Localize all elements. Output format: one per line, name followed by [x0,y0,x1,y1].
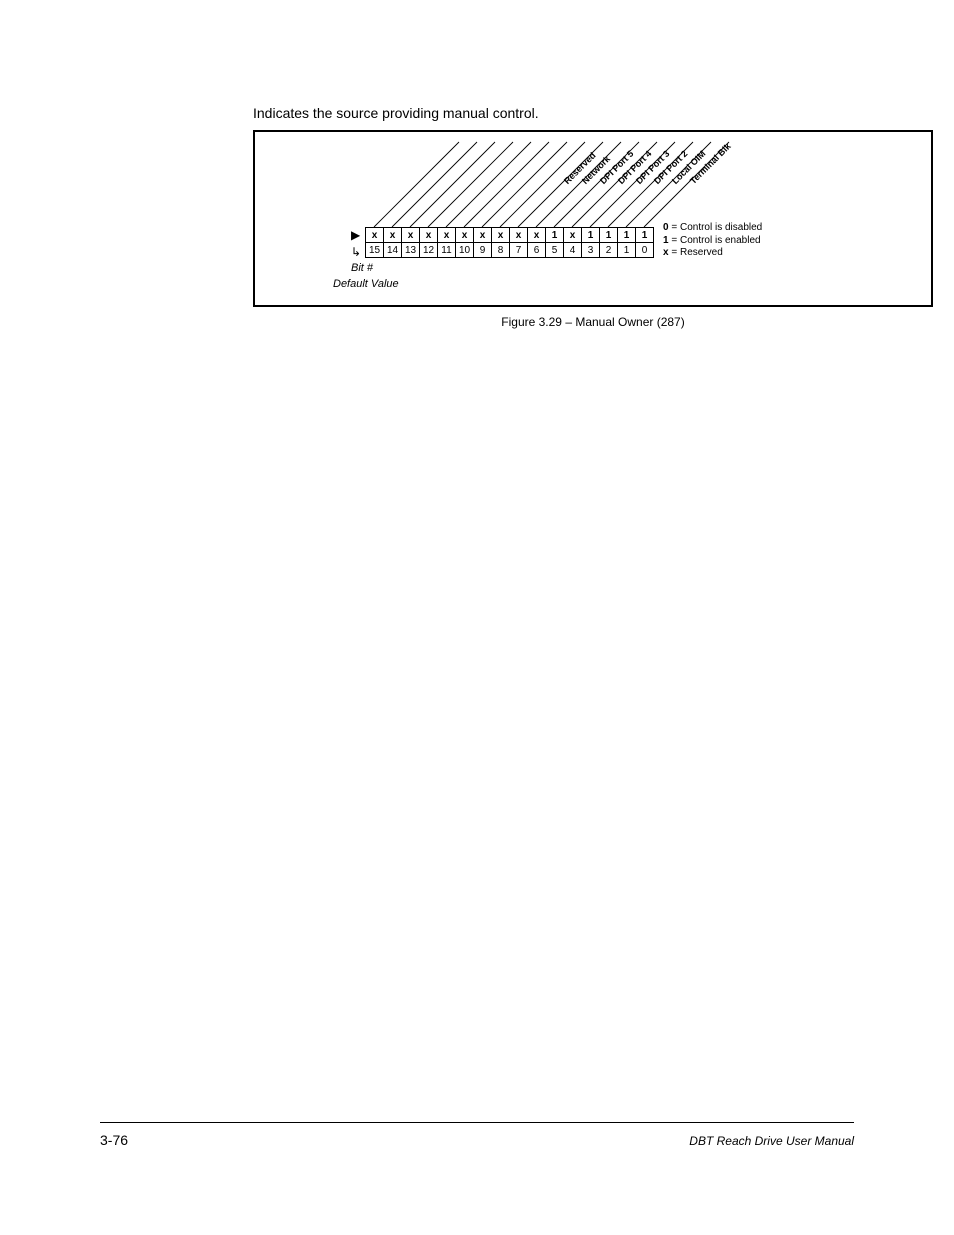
bit-value-cell: x [492,228,510,243]
bit-number-cell: 8 [492,243,510,258]
bit-label: Local OIM [670,149,707,186]
bit-table: xxxxxxxxxx1x1111 1514131211109876543210 [365,227,654,258]
bit-value-cell: x [510,228,528,243]
arrow-bit-number: ↳ [351,245,361,259]
bit-value-cell: x [474,228,492,243]
bit-label: DPI Port 3 [634,149,671,186]
legend-x: x = Reserved [663,247,762,260]
bit-label: Reserved [562,150,598,186]
footer-page-number: 3-76 [100,1132,128,1148]
bit-label: Terminal Blk [688,141,733,186]
bit-number-cell: 10 [456,243,474,258]
bit-value-cell: x [402,228,420,243]
footer-rule [100,1122,854,1123]
legend: 0 = Control is disabled 1 = Control is e… [663,222,762,260]
bit-label: DPI Port 2 [652,149,689,186]
bit-value-cell: x [528,228,546,243]
bit-number-cell: 14 [384,243,402,258]
bit-number-cell: 4 [564,243,582,258]
bit-value-cell: x [456,228,474,243]
bit-value-row: xxxxxxxxxx1x1111 [366,228,654,243]
bit-number-row: 1514131211109876543210 [366,243,654,258]
label-default-value: Default Value [333,278,399,290]
bit-label: Network [580,154,612,186]
bit-number-cell: 5 [546,243,564,258]
bit-number-cell: 13 [402,243,420,258]
bit-number-cell: 2 [600,243,618,258]
bit-number-cell: 9 [474,243,492,258]
intro-text: Indicates the source providing manual co… [253,105,539,121]
footer-manual-title: DBT Reach Drive User Manual [689,1134,854,1148]
bit-number-cell: 12 [420,243,438,258]
label-bit-number: Bit # [351,262,373,274]
bit-value-cell: 1 [636,228,654,243]
legend-one: 1 = Control is enabled [663,235,762,248]
bit-number-cell: 11 [438,243,456,258]
bit-value-cell: x [366,228,384,243]
bit-value-cell: 1 [546,228,564,243]
legend-zero: 0 = Control is disabled [663,222,762,235]
bit-label: DPI Port 4 [616,149,653,186]
bit-number-cell: 1 [618,243,636,258]
bit-value-cell: x [420,228,438,243]
arrow-default-value: ▶ [351,228,360,242]
bit-number-cell: 0 [636,243,654,258]
figure-caption: Figure 3.29 – Manual Owner (287) [253,315,933,329]
bit-label: DPI Port 5 [598,149,635,186]
bit-number-cell: 6 [528,243,546,258]
bit-value-cell: 1 [600,228,618,243]
bit-value-cell: x [384,228,402,243]
bit-value-cell: 1 [618,228,636,243]
bit-value-cell: x [564,228,582,243]
bit-number-cell: 15 [366,243,384,258]
figure-box: ReservedNetworkDPI Port 5DPI Port 4DPI P… [253,130,933,307]
bit-number-cell: 7 [510,243,528,258]
bit-value-cell: x [438,228,456,243]
bit-value-cell: 1 [582,228,600,243]
bit-number-cell: 3 [582,243,600,258]
